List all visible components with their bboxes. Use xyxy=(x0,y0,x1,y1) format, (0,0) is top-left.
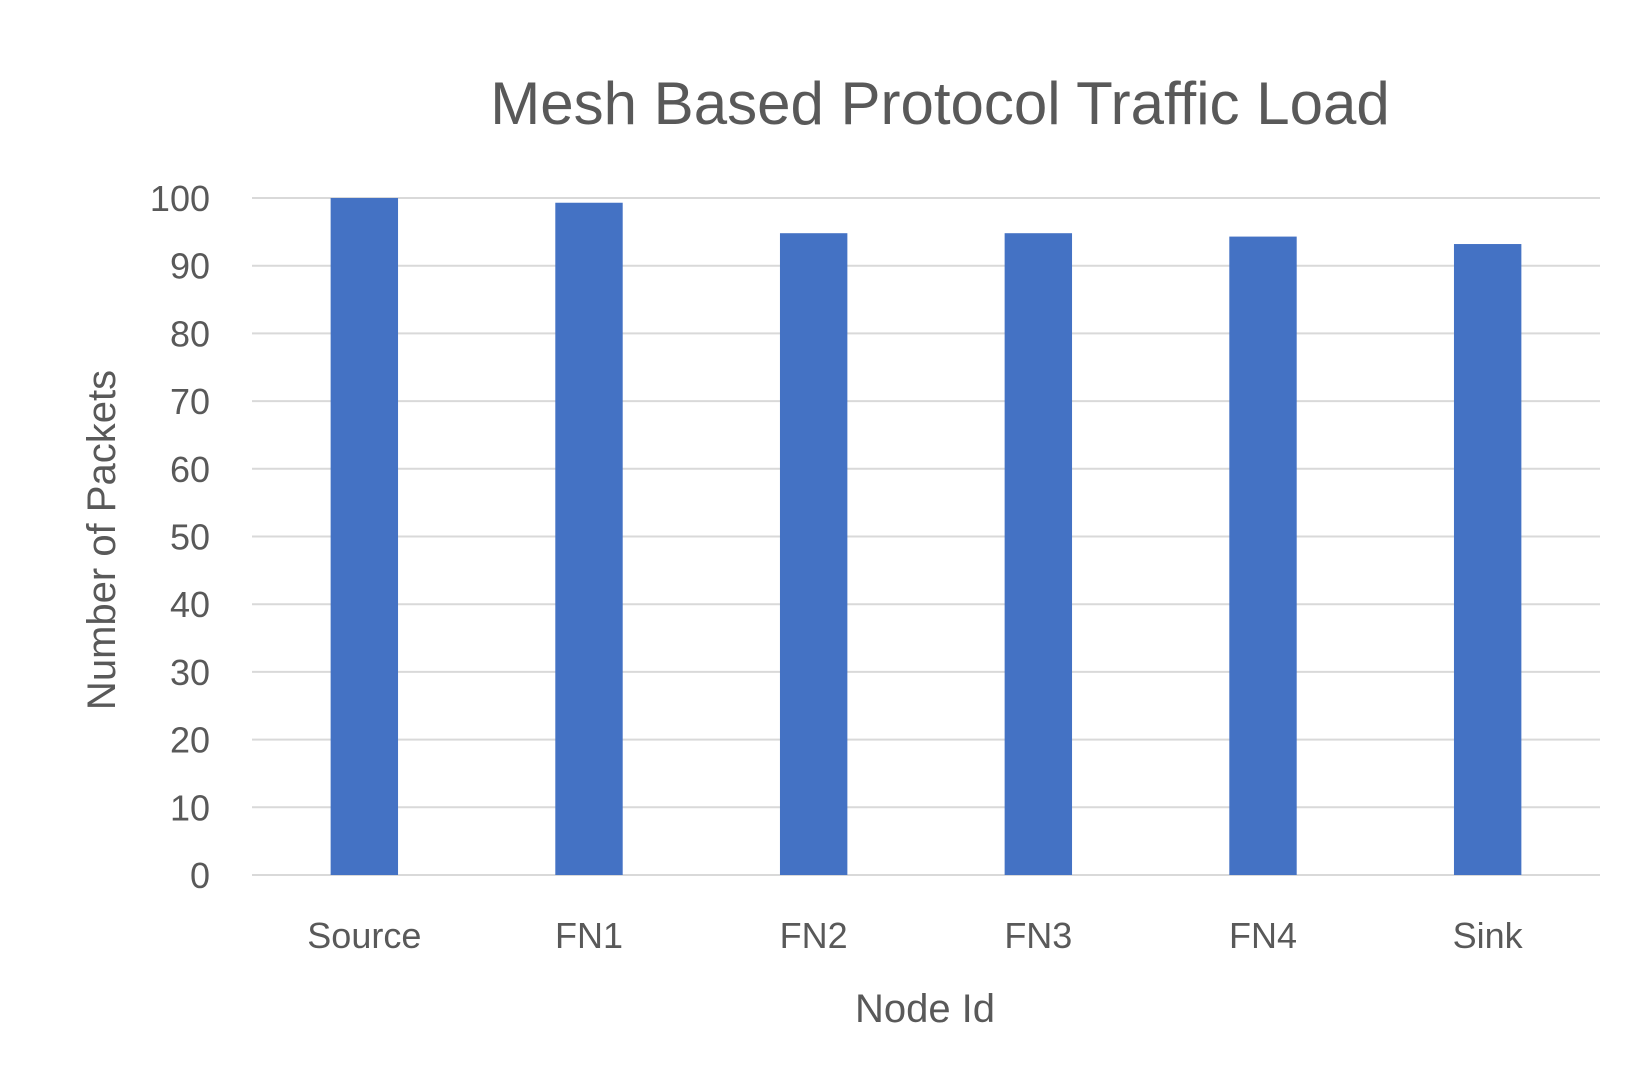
x-tick-label-source: Source xyxy=(307,915,421,956)
bar-fn2 xyxy=(779,233,848,876)
y-tick-label: 90 xyxy=(170,246,210,287)
y-axis-ticks: 0 10 20 30 40 50 60 70 80 90 100 xyxy=(150,178,210,896)
x-tick-label-sink: Sink xyxy=(1453,915,1524,956)
bars xyxy=(330,198,1522,876)
y-tick-label: 30 xyxy=(170,652,210,693)
bar-fn3 xyxy=(1004,233,1073,876)
y-tick-label: 10 xyxy=(170,787,210,828)
y-axis-title: Number of Packets xyxy=(80,370,124,710)
bar-sink xyxy=(1453,244,1522,875)
bar-fn4 xyxy=(1229,236,1297,876)
x-tick-label-fn3: FN3 xyxy=(1004,915,1072,956)
y-tick-label: 40 xyxy=(170,584,210,625)
x-tick-label-fn1: FN1 xyxy=(555,915,623,956)
y-tick-label: 70 xyxy=(170,381,210,422)
x-tick-label-fn2: FN2 xyxy=(780,915,848,956)
gridlines xyxy=(252,197,1600,876)
bar-fn1 xyxy=(555,202,623,875)
y-tick-label: 50 xyxy=(170,517,210,558)
y-tick-label: 0 xyxy=(190,855,210,896)
bar-source xyxy=(330,198,399,875)
x-axis-title: Node Id xyxy=(855,987,995,1031)
y-tick-label: 100 xyxy=(150,178,210,219)
y-tick-label: 80 xyxy=(170,313,210,354)
y-tick-label: 20 xyxy=(170,720,210,761)
y-tick-label: 60 xyxy=(170,449,210,490)
x-axis-ticks: Source FN1 FN2 FN3 FN4 Sink xyxy=(307,915,1523,956)
chart-title: Mesh Based Protocol Traffic Load xyxy=(490,70,1389,137)
x-tick-label-fn4: FN4 xyxy=(1229,915,1297,956)
